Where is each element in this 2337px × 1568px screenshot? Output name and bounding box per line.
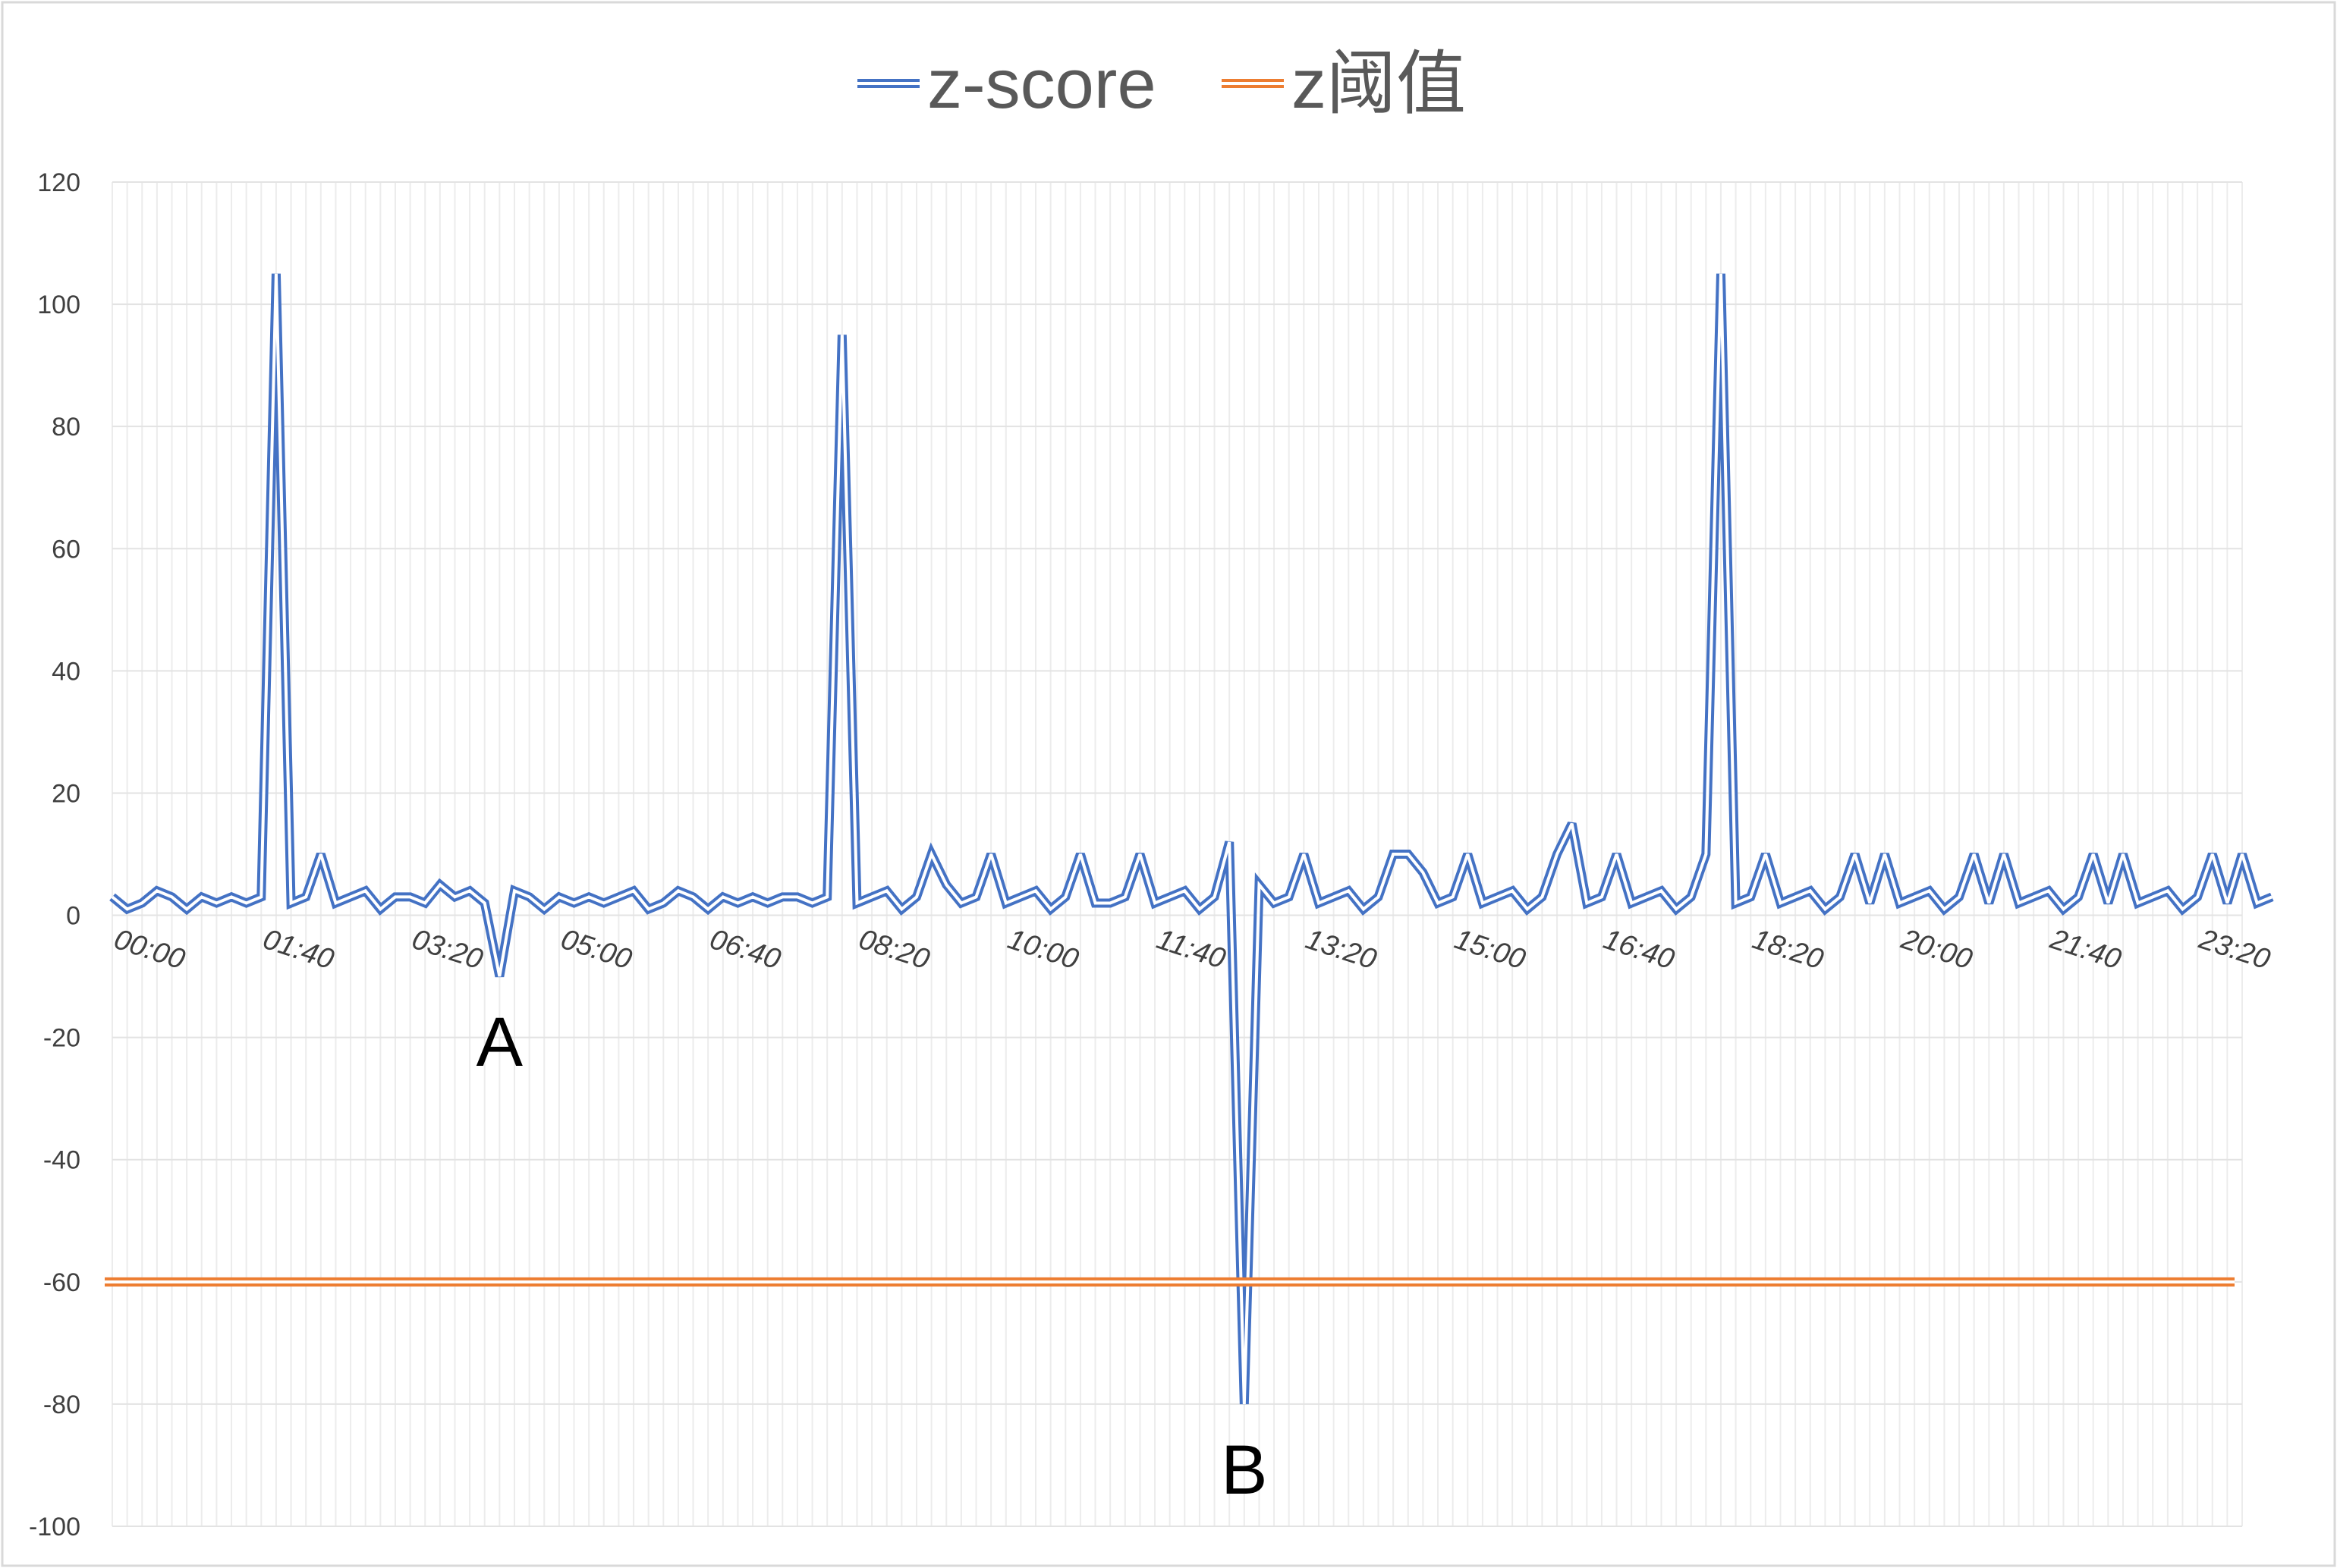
y-tick-label: 20: [52, 779, 80, 808]
series-0: [109, 273, 2274, 1405]
y-tick-label: 60: [52, 535, 80, 564]
legend-entry-z-threshold[interactable]: z阈值: [1222, 46, 1466, 123]
annotation-label-1: B: [1221, 1431, 1267, 1509]
y-tick-label: -80: [43, 1390, 80, 1419]
series-layer: [105, 273, 2274, 1405]
annotations: AB: [477, 1004, 1268, 1509]
legend-entry-z-score[interactable]: z-score: [857, 46, 1156, 123]
annotation-label-0: A: [477, 1004, 524, 1081]
y-tick-label: 40: [52, 657, 80, 686]
y-tick-label: 120: [37, 168, 80, 197]
y-tick-label: -60: [43, 1268, 80, 1297]
y-tick-label: -20: [43, 1024, 80, 1053]
y-tick-label: -100: [29, 1513, 80, 1541]
y-tick-label: 80: [52, 413, 80, 441]
legend[interactable]: z-score z阈值: [857, 46, 1466, 123]
legend-label-z-score: z-score: [927, 46, 1156, 123]
y-tick-label: 100: [37, 291, 80, 319]
y-axis-tick-labels: 120 100 80 60 40 20 0 -20 -40 -60 -80 -100: [29, 168, 80, 1541]
series-line-inner-0: [111, 273, 2273, 1404]
y-tick-label: 0: [66, 902, 80, 931]
y-tick-label: -40: [43, 1146, 80, 1175]
legend-label-z-threshold: z阈值: [1291, 46, 1466, 123]
